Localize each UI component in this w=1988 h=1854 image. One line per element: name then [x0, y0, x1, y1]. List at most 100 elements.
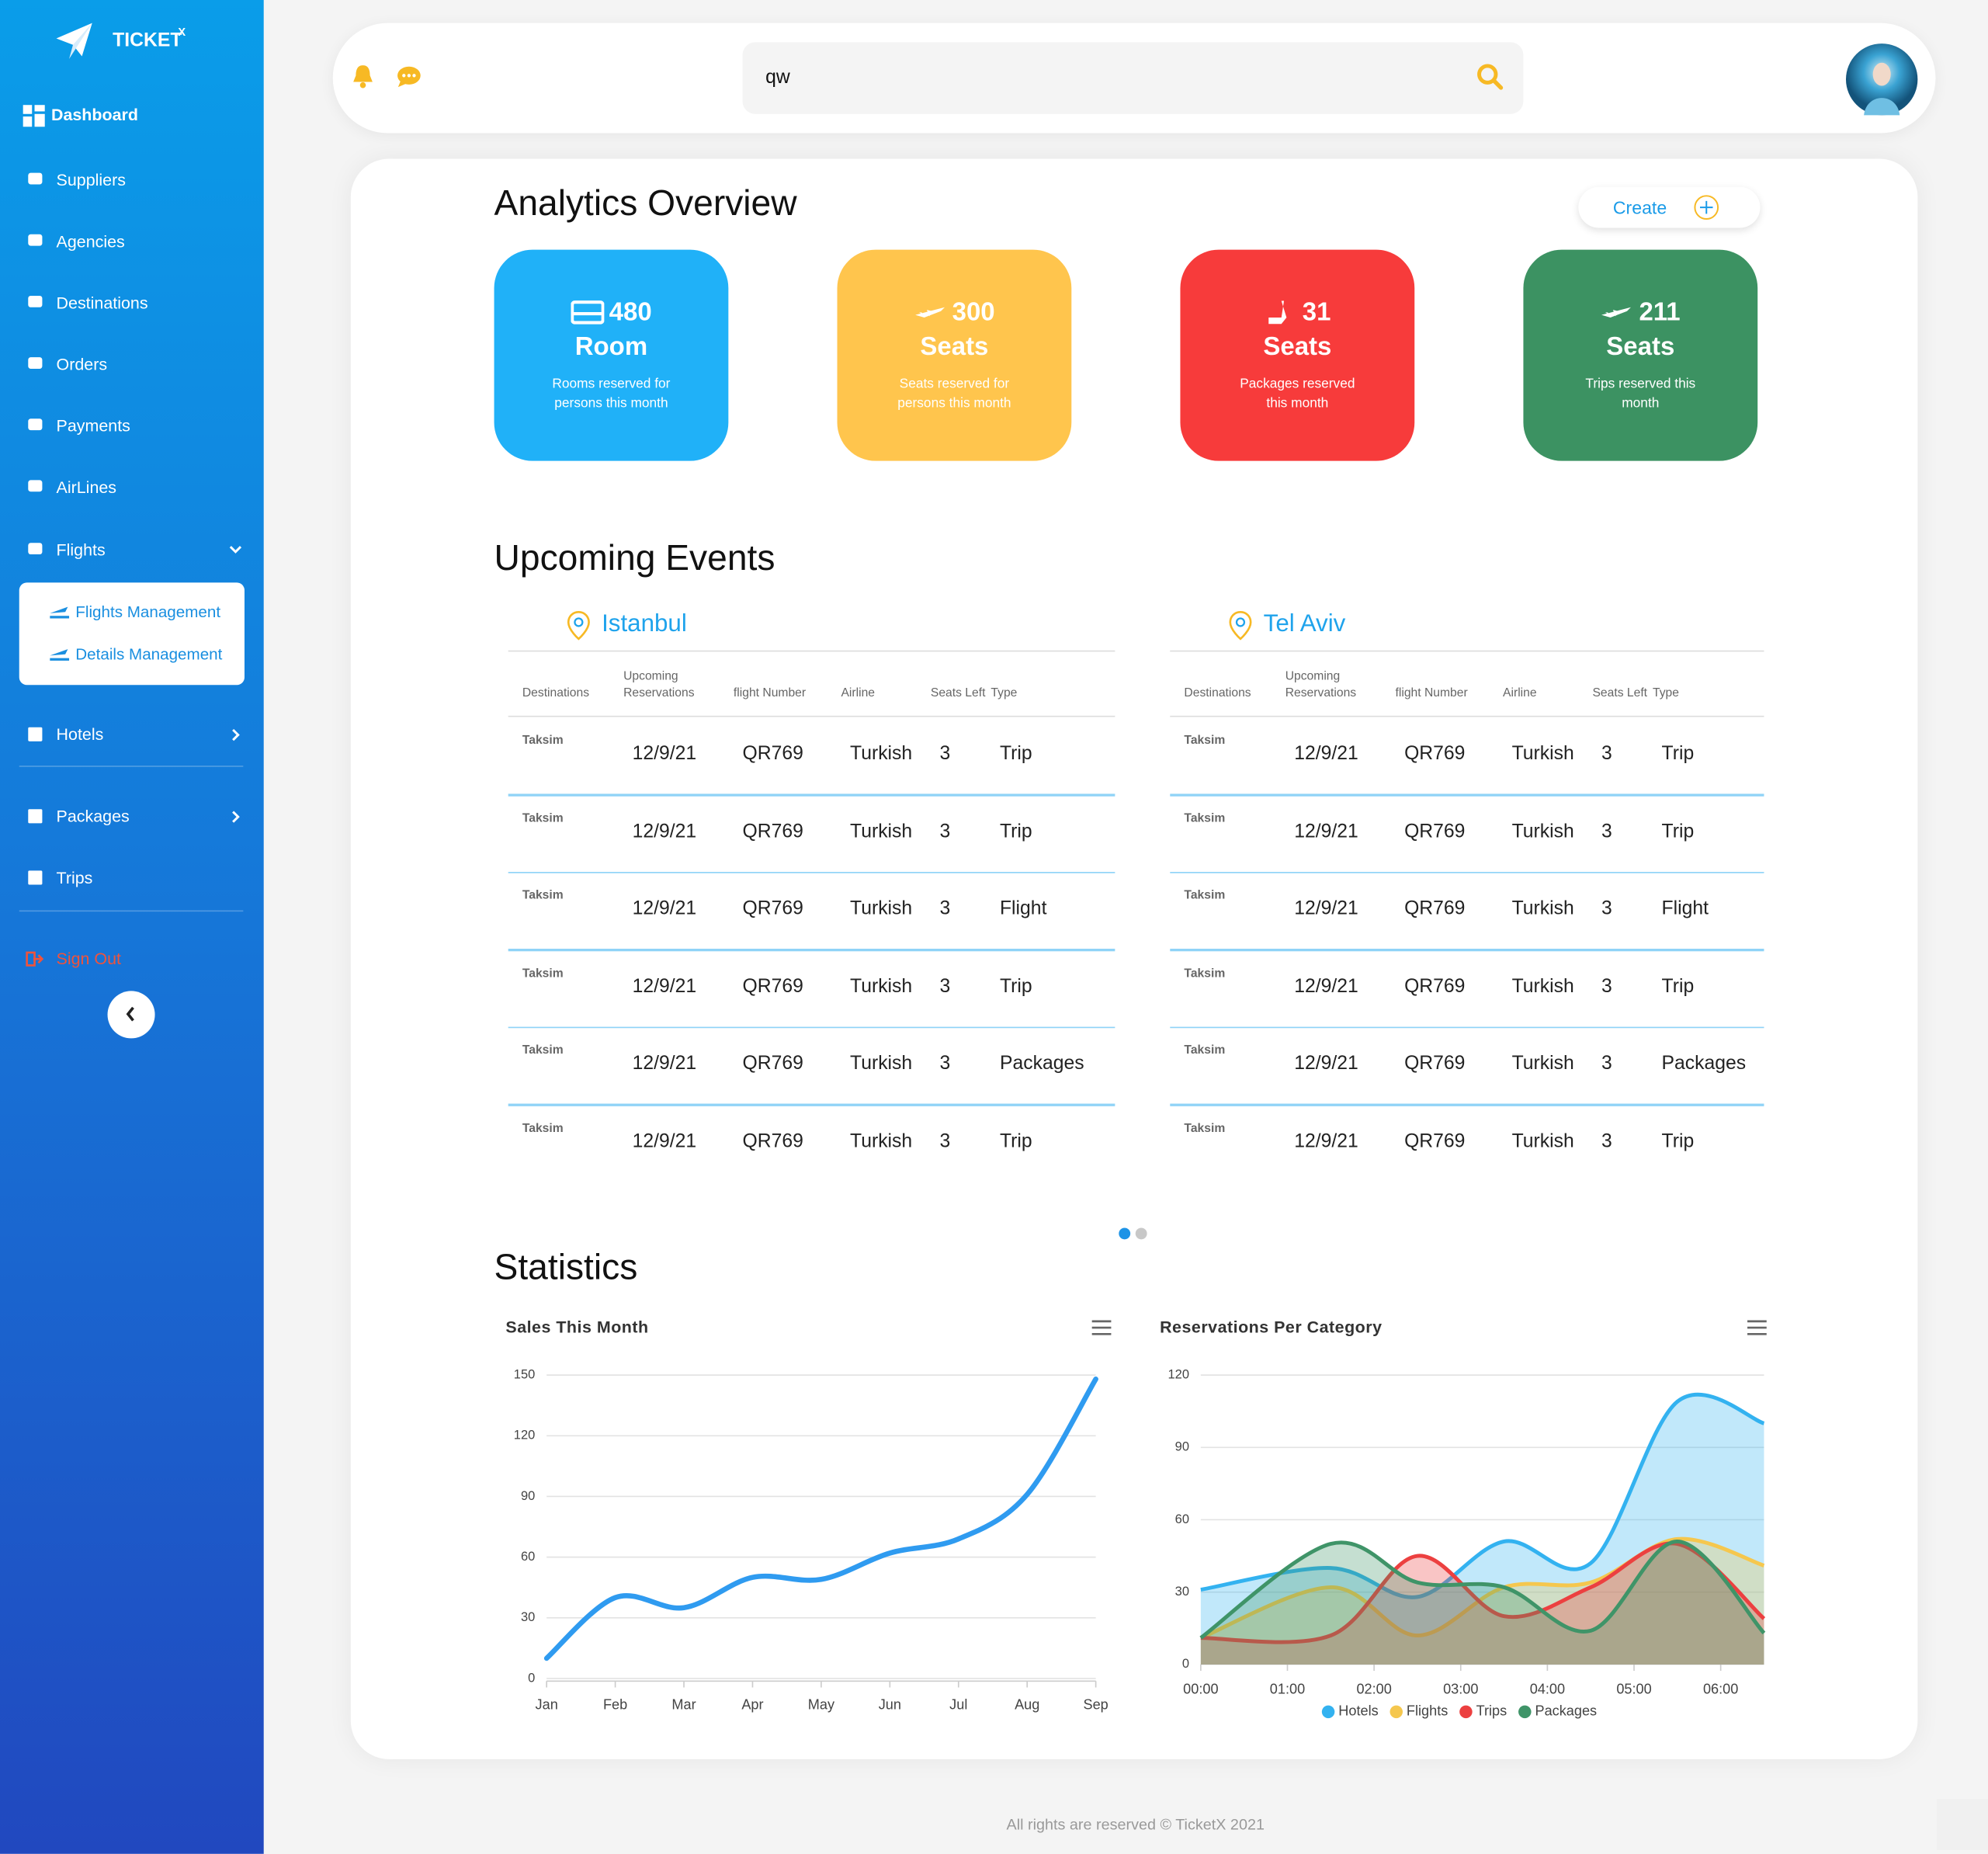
x-tick-label: Apr — [741, 1696, 763, 1712]
city-name: Istanbul — [602, 610, 687, 638]
separator — [19, 766, 244, 767]
table-cell: 3 — [1601, 974, 1612, 997]
x-tick-label: Jan — [536, 1696, 558, 1712]
table-cell: Turkish — [850, 897, 913, 920]
area-line — [1199, 1539, 1766, 1640]
destination-cell: Taksim — [522, 966, 564, 981]
table-cell: Flight — [999, 897, 1047, 920]
x-tick-label: 05:00 — [1616, 1682, 1651, 1697]
x-tick-label: Aug — [1015, 1696, 1039, 1712]
collapse-button[interactable] — [107, 991, 155, 1039]
table-cell: 3 — [939, 974, 951, 997]
destination-cell: Taksim — [1184, 1120, 1226, 1135]
x-tick-label: Feb — [603, 1696, 627, 1712]
scroll-top[interactable] — [1937, 1798, 1988, 1850]
nav-item[interactable]: Hotels — [56, 724, 104, 745]
nav-item[interactable]: Dashboard — [50, 105, 138, 124]
column-header: Upcoming Reservations — [623, 669, 695, 701]
column-header: Seats Left — [930, 686, 986, 701]
table-cell: 3 — [939, 1052, 951, 1075]
sign-out[interactable]: Sign Out — [56, 948, 121, 968]
y-tick-label: 150 — [514, 1367, 536, 1381]
search-box[interactable] — [742, 42, 1524, 114]
nav-item[interactable]: Destinations — [56, 293, 148, 313]
section-title: Statistics — [494, 1247, 638, 1287]
table-cell: Trip — [999, 1130, 1032, 1152]
submenu-item[interactable]: Details Management — [75, 645, 223, 664]
destination-cell: Taksim — [1184, 811, 1226, 825]
legend-swatch — [1321, 1705, 1335, 1719]
nav-item[interactable]: Packages — [56, 806, 130, 826]
nav-item[interactable]: Flights — [56, 540, 106, 560]
x-tick-label: Sep — [1084, 1696, 1108, 1712]
destination-cell: Taksim — [522, 1043, 564, 1058]
table-cell: 3 — [939, 897, 951, 920]
carousel-dot[interactable] — [1119, 1227, 1131, 1240]
card-value: 480 — [609, 297, 652, 326]
row-separator — [1170, 1103, 1764, 1106]
card-value-row: 211 — [1601, 297, 1681, 327]
x-tick-label: 03:00 — [1443, 1682, 1478, 1697]
pin-icon — [1229, 610, 1252, 641]
column-header: Destinations — [522, 686, 590, 701]
table-cell: Trip — [1661, 1130, 1695, 1152]
destination-cell: Taksim — [1184, 966, 1226, 981]
x-tick-label: 00:00 — [1183, 1682, 1218, 1697]
table-cell: 3 — [939, 820, 951, 842]
area-line — [1200, 1541, 1766, 1644]
legend-swatch — [1459, 1705, 1473, 1719]
nav-icon — [28, 543, 43, 555]
table-cell: QR769 — [742, 820, 803, 842]
table-cell: Turkish — [1511, 974, 1574, 997]
destination-cell: Taksim — [522, 811, 564, 825]
nav-item[interactable]: Payments — [56, 415, 130, 436]
nav-item[interactable]: Agencies — [56, 231, 125, 252]
destination-cell: Taksim — [1184, 733, 1226, 748]
table-cell: 12/9/21 — [1294, 1052, 1358, 1075]
row-separator — [1170, 793, 1764, 796]
column-header: flight Number — [1395, 686, 1468, 701]
table-cell: Flight — [1661, 897, 1709, 920]
table-cell: 3 — [939, 1130, 951, 1152]
carousel-dot[interactable] — [1135, 1227, 1147, 1240]
table-cell: Turkish — [1511, 897, 1574, 920]
nav-icon — [28, 172, 43, 185]
card-unit: Seats — [1263, 332, 1332, 361]
card-description: Trips reserved this month — [1585, 376, 1696, 411]
search-icon — [1477, 64, 1504, 90]
table-cell: 12/9/21 — [1294, 974, 1358, 997]
table-cell: 12/9/21 — [632, 974, 697, 997]
nav-item[interactable]: AirLines — [56, 477, 117, 497]
table-cell: 12/9/21 — [632, 820, 697, 842]
y-tick-label: 120 — [514, 1429, 536, 1443]
nav-icon — [28, 357, 43, 369]
chart-menu — [1091, 1320, 1112, 1335]
section-title: Upcoming Events — [494, 537, 775, 578]
table-rule — [508, 715, 1115, 717]
nav-item[interactable]: Orders — [56, 354, 108, 374]
submenu-item[interactable]: Flights Management — [75, 602, 221, 621]
chevron-right — [232, 811, 240, 823]
nav-item[interactable]: Trips — [56, 868, 93, 887]
brand-name: TICKET — [113, 29, 182, 51]
create-plus — [1694, 195, 1719, 220]
sign-out-icon — [26, 951, 44, 967]
nav-icon — [28, 809, 43, 824]
submenu-icon — [50, 606, 70, 619]
column-header: Upcoming Reservations — [1285, 669, 1357, 701]
legend-swatch — [1518, 1705, 1532, 1719]
nav-item[interactable]: Suppliers — [56, 170, 126, 190]
separator — [19, 910, 244, 912]
x-tick-label: 01:00 — [1270, 1682, 1305, 1697]
legend-label: Hotels — [1338, 1703, 1378, 1719]
column-header: flight Number — [733, 686, 807, 701]
stat-card: 300 Seats Seats reserved for persons this … — [837, 249, 1072, 461]
card-icon — [914, 307, 945, 318]
logo-icon — [56, 23, 92, 59]
table-cell: 3 — [1601, 1130, 1612, 1152]
create-label: Create — [1612, 196, 1667, 218]
table-cell: QR769 — [742, 974, 803, 997]
create-button[interactable] — [1578, 186, 1761, 228]
table-cell: Turkish — [850, 974, 913, 997]
